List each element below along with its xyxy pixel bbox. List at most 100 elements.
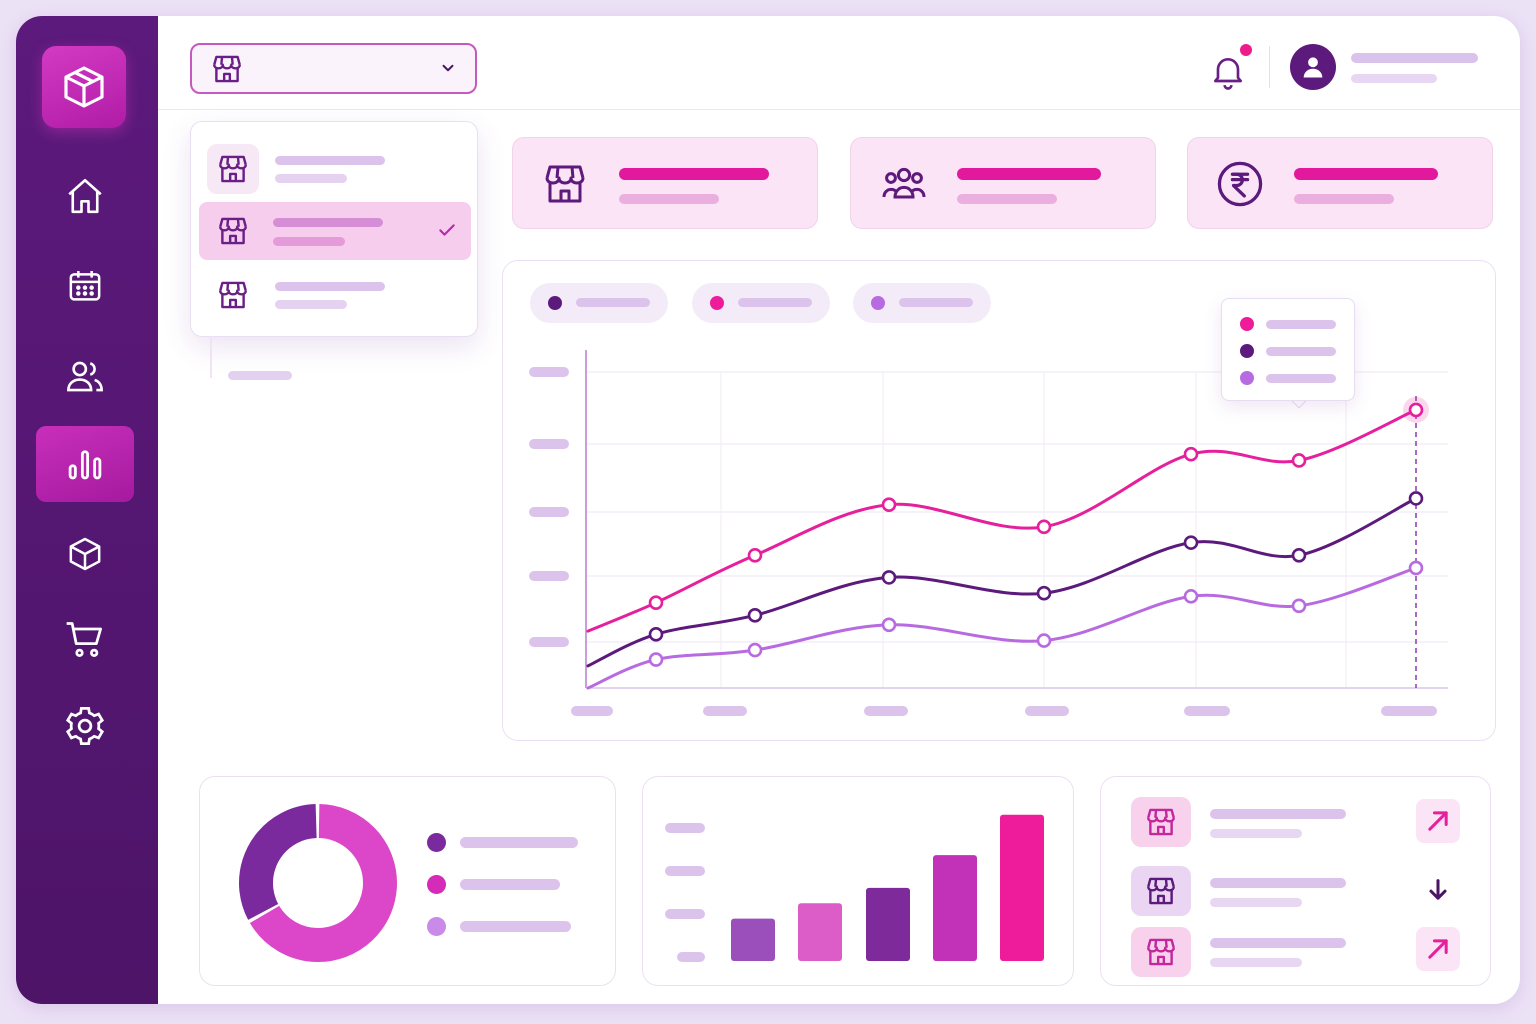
store-icon	[1147, 877, 1175, 905]
user-avatar[interactable]	[1290, 44, 1336, 90]
x-tick-label	[1381, 706, 1437, 716]
series-line-1	[586, 408, 1418, 633]
chart-tooltip	[1221, 298, 1355, 401]
store-name-placeholder	[1210, 938, 1346, 948]
data-point	[1291, 598, 1307, 614]
legend-dot	[427, 917, 446, 936]
data-point	[1291, 453, 1307, 468]
store-meta-placeholder	[1210, 898, 1302, 907]
x-tick-label	[571, 706, 613, 716]
sidebar-item-users[interactable]	[36, 338, 134, 414]
tooltip-dot	[1240, 317, 1254, 331]
trend-indicator	[1416, 927, 1460, 971]
legend-item-series-1[interactable]	[530, 283, 668, 323]
data-point	[747, 642, 763, 658]
kpi-label-placeholder	[619, 194, 719, 204]
store-icon	[219, 217, 247, 245]
customers-icon	[882, 167, 926, 199]
sidebar-item-calendar[interactable]	[36, 248, 134, 324]
series-line-3	[586, 566, 1418, 690]
legend-item-series-3[interactable]	[853, 283, 991, 323]
store-icon	[213, 55, 241, 82]
legend-label-placeholder	[738, 298, 812, 307]
data-point	[1183, 535, 1199, 550]
app-window	[16, 16, 1520, 1004]
y-tick-label	[529, 439, 569, 449]
store-list-item[interactable]	[1131, 797, 1191, 847]
store-list-item[interactable]	[1131, 927, 1191, 977]
y-tick-label	[665, 909, 705, 919]
store-name-placeholder	[1210, 878, 1346, 888]
calendar-icon	[69, 271, 101, 301]
kpi-value-placeholder	[957, 168, 1101, 180]
bar-chart-card	[642, 776, 1074, 986]
data-point	[881, 570, 897, 585]
x-tick-label	[703, 706, 747, 716]
store-option[interactable]	[199, 266, 471, 324]
legend-dot	[871, 296, 885, 310]
legend-dot	[710, 296, 724, 310]
donut-chart-card	[199, 776, 616, 986]
notifications-button[interactable]	[1208, 50, 1248, 97]
legend-item-series-2[interactable]	[692, 283, 830, 323]
store-icon	[1147, 808, 1175, 836]
kpi-label-placeholder	[1294, 194, 1394, 204]
option-subtitle-placeholder	[275, 174, 347, 183]
kpi-card-customers[interactable]	[850, 137, 1156, 229]
bar-chart	[665, 814, 1044, 962]
donut-slice	[239, 804, 397, 962]
bar	[933, 855, 977, 961]
data-point	[648, 626, 664, 642]
notification-badge	[1240, 44, 1252, 56]
data-point	[1183, 589, 1199, 604]
sidebar-item-home[interactable]	[36, 158, 134, 234]
kpi-card-revenue[interactable]	[1187, 137, 1493, 229]
legend-label-placeholder	[899, 298, 973, 307]
data-point	[648, 652, 664, 667]
y-tick-label	[677, 952, 705, 962]
data-point	[1408, 560, 1424, 576]
data-point	[1036, 633, 1052, 648]
data-point	[648, 595, 664, 610]
y-tick-label	[529, 571, 569, 581]
kpi-card-stores[interactable]	[512, 137, 818, 229]
arrow-up-right-icon	[1428, 939, 1448, 959]
y-tick-label	[529, 367, 569, 377]
user-role-placeholder	[1351, 74, 1437, 83]
option-title-placeholder	[275, 282, 385, 291]
store-selector[interactable]	[190, 43, 477, 94]
data-point	[747, 547, 763, 563]
package-icon	[64, 66, 104, 108]
trend-indicator	[1416, 868, 1460, 912]
x-tick-label	[864, 706, 908, 716]
store-option[interactable]	[199, 140, 471, 198]
app-logo[interactable]	[42, 46, 126, 128]
legend-label-placeholder	[460, 837, 578, 848]
user-avatar-icon	[1303, 57, 1323, 78]
sidebar-item-orders[interactable]	[36, 602, 134, 678]
store-option-selected[interactable]	[199, 202, 471, 260]
store-name-placeholder	[1210, 809, 1346, 819]
store-icon	[545, 165, 585, 203]
legend-dot	[427, 833, 446, 852]
store-meta-placeholder	[1210, 829, 1302, 838]
store-icon-tile	[207, 206, 259, 256]
sidebar-item-analytics[interactable]	[36, 426, 134, 502]
sidebar-item-settings[interactable]	[36, 688, 134, 764]
store-meta-placeholder	[1210, 958, 1302, 967]
data-point	[1291, 547, 1307, 563]
package-icon	[69, 537, 101, 571]
store-list-item[interactable]	[1131, 866, 1191, 916]
sidebar-item-products[interactable]	[36, 516, 134, 592]
arrow-down-icon	[1429, 879, 1447, 900]
bar	[866, 887, 910, 961]
store-icon	[219, 281, 247, 309]
x-tick-label	[1025, 706, 1069, 716]
store-icon-tile	[207, 270, 259, 320]
kpi-value-placeholder	[619, 168, 769, 180]
tooltip-dot	[1240, 371, 1254, 385]
header-divider	[158, 109, 1520, 110]
legend-label-placeholder	[460, 879, 560, 890]
option-title-placeholder	[275, 156, 385, 165]
header-separator	[1269, 46, 1270, 88]
